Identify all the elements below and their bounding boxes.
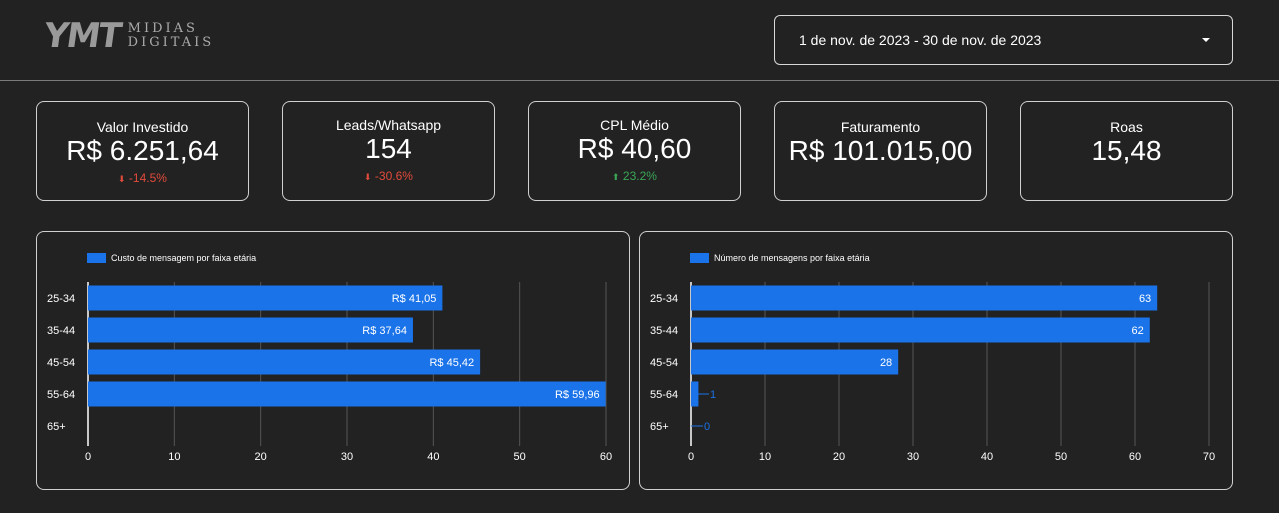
data-label: 28 xyxy=(880,357,892,369)
chart-panel-numero-mensagens: Número de mensagens por faixa etária 0 10… xyxy=(639,231,1233,490)
category-label: 25-34 xyxy=(47,293,75,305)
category-label: 35-44 xyxy=(650,325,678,337)
bar xyxy=(88,381,606,407)
dropdown-caret-icon xyxy=(1202,38,1210,42)
kpi-label: Valor Investido xyxy=(96,119,189,135)
data-label: 63 xyxy=(1139,293,1151,305)
header-divider xyxy=(0,80,1279,81)
x-tick-label: 30 xyxy=(907,451,919,463)
date-range-picker[interactable]: 1 de nov. de 2023 - 30 de nov. de 2023 xyxy=(774,15,1233,65)
kpi-card-leads-whatsapp: Leads/Whatsapp 154 ⬇ -30.6% xyxy=(282,101,495,201)
category-label: 35-44 xyxy=(47,325,75,337)
x-tick-label: 40 xyxy=(981,451,993,463)
kpi-label: Roas xyxy=(1110,119,1143,135)
kpi-delta-value: -30.6% xyxy=(374,169,413,183)
legend-swatch xyxy=(87,253,106,263)
bar xyxy=(691,349,899,375)
data-label: 0 xyxy=(704,421,710,433)
kpi-value: R$ 6.251,64 xyxy=(66,135,219,166)
kpi-value: R$ 40,60 xyxy=(577,133,692,164)
bar xyxy=(88,317,413,343)
category-label: 65+ xyxy=(47,421,66,433)
data-label: R$ 41,05 xyxy=(392,293,437,305)
logo-line-2: DIGITAIS xyxy=(127,35,215,50)
bar-chart-custo-mensagem: 0 10 20 30 40 50 60 25-34 R$ 41,05 35-44 R$ 37,64 4… xyxy=(47,282,612,463)
data-label: 62 xyxy=(1132,325,1144,337)
kpi-value: 15,48 xyxy=(1091,135,1162,166)
x-tick-label: 70 xyxy=(1203,451,1215,463)
bar xyxy=(88,349,481,375)
logo-mark: YMT xyxy=(41,16,123,56)
kpi-value: R$ 101.015,00 xyxy=(788,135,973,166)
category-label: 25-34 xyxy=(650,293,678,305)
brand-logo: YMT MIDIAS DIGITAIS xyxy=(41,14,214,58)
arrow-down-icon: ⬇ xyxy=(364,172,372,182)
category-label: 55-64 xyxy=(650,389,678,401)
x-tick-label: 50 xyxy=(514,451,526,463)
kpi-card-cpl-medio: CPL Médio R$ 40,60 ⬆ 23.2% xyxy=(528,101,741,201)
legend-swatch xyxy=(690,253,709,263)
x-tick-label: 50 xyxy=(1055,451,1067,463)
legend-label: Custo de mensagem por faixa etária xyxy=(111,253,257,263)
x-tick-label: 40 xyxy=(427,451,439,463)
data-label: R$ 59,96 xyxy=(555,389,600,401)
category-label: 45-54 xyxy=(47,357,75,369)
date-range-value: 1 de nov. de 2023 - 30 de nov. de 2023 xyxy=(799,32,1042,48)
chart-legend: Custo de mensagem por faixa etária xyxy=(87,253,256,263)
kpi-delta: ⬆ 23.2% xyxy=(529,169,740,183)
x-tick-label: 10 xyxy=(168,451,180,463)
arrow-up-icon: ⬆ xyxy=(612,172,620,182)
kpi-label: Leads/Whatsapp xyxy=(335,117,442,133)
category-label: 45-54 xyxy=(650,357,678,369)
bar xyxy=(88,285,443,311)
kpi-delta: ⬇ -14.5% xyxy=(37,171,248,185)
kpi-card-faturamento: Faturamento R$ 101.015,00 xyxy=(774,101,987,201)
kpi-label: CPL Médio xyxy=(600,117,669,133)
x-tick-label: 20 xyxy=(833,451,845,463)
data-label: R$ 37,64 xyxy=(362,325,407,337)
bar xyxy=(691,317,1150,343)
bar xyxy=(691,285,1158,311)
logo-wordmark: MIDIAS DIGITAIS xyxy=(128,22,214,50)
category-label: 55-64 xyxy=(47,389,75,401)
kpi-card-valor-investido: Valor Investido R$ 6.251,64 ⬇ -14.5% xyxy=(36,101,249,201)
data-label: R$ 45,42 xyxy=(429,357,474,369)
arrow-down-icon: ⬇ xyxy=(118,174,126,184)
chart-legend: Número de mensagens por faixa etária xyxy=(690,253,870,263)
chart-panel-custo-mensagem: Custo de mensagem por faixa etária 0 10 20… xyxy=(36,231,630,490)
bar xyxy=(691,381,699,407)
category-label: 65+ xyxy=(650,421,669,433)
kpi-card-roas: Roas 15,48 xyxy=(1020,101,1233,201)
x-tick-label: 60 xyxy=(1129,451,1141,463)
x-tick-label: 60 xyxy=(600,451,612,463)
x-tick-label: 10 xyxy=(759,451,771,463)
x-tick-label: 0 xyxy=(85,451,91,463)
data-label: 1 xyxy=(710,389,716,401)
x-tick-label: 20 xyxy=(255,451,267,463)
logo-line-1: MIDIAS xyxy=(127,21,198,36)
kpi-delta: ⬇ -30.6% xyxy=(283,169,494,183)
kpi-delta-value: 23.2% xyxy=(622,169,657,183)
kpi-label: Faturamento xyxy=(840,119,921,135)
x-tick-label: 30 xyxy=(341,451,353,463)
kpi-value: 154 xyxy=(365,133,412,164)
x-tick-label: 0 xyxy=(688,451,694,463)
legend-label: Número de mensagens por faixa etária xyxy=(714,253,870,263)
kpi-delta-value: -14.5% xyxy=(128,171,167,185)
